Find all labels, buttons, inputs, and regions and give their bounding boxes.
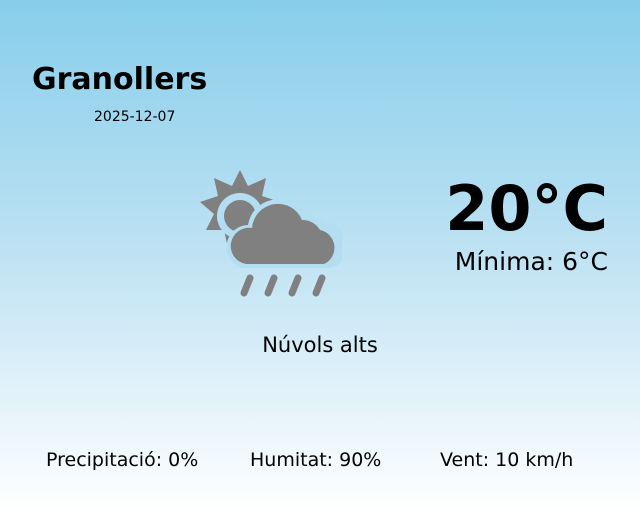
city-name: Granollers (32, 62, 208, 97)
humidity-stat: Humitat: 90% (250, 449, 382, 471)
weather-description: Núvols alts (262, 333, 378, 357)
forecast-date: 2025-12-07 (94, 109, 176, 125)
wind-stat: Vent: 10 km/h (440, 449, 574, 471)
partly-cloudy-rain-icon (200, 170, 342, 297)
minimum-temperature: Mínima: 6°C (454, 247, 608, 276)
current-temperature: 20°C (445, 172, 608, 245)
precipitation-stat: Precipitació: 0% (46, 449, 199, 471)
